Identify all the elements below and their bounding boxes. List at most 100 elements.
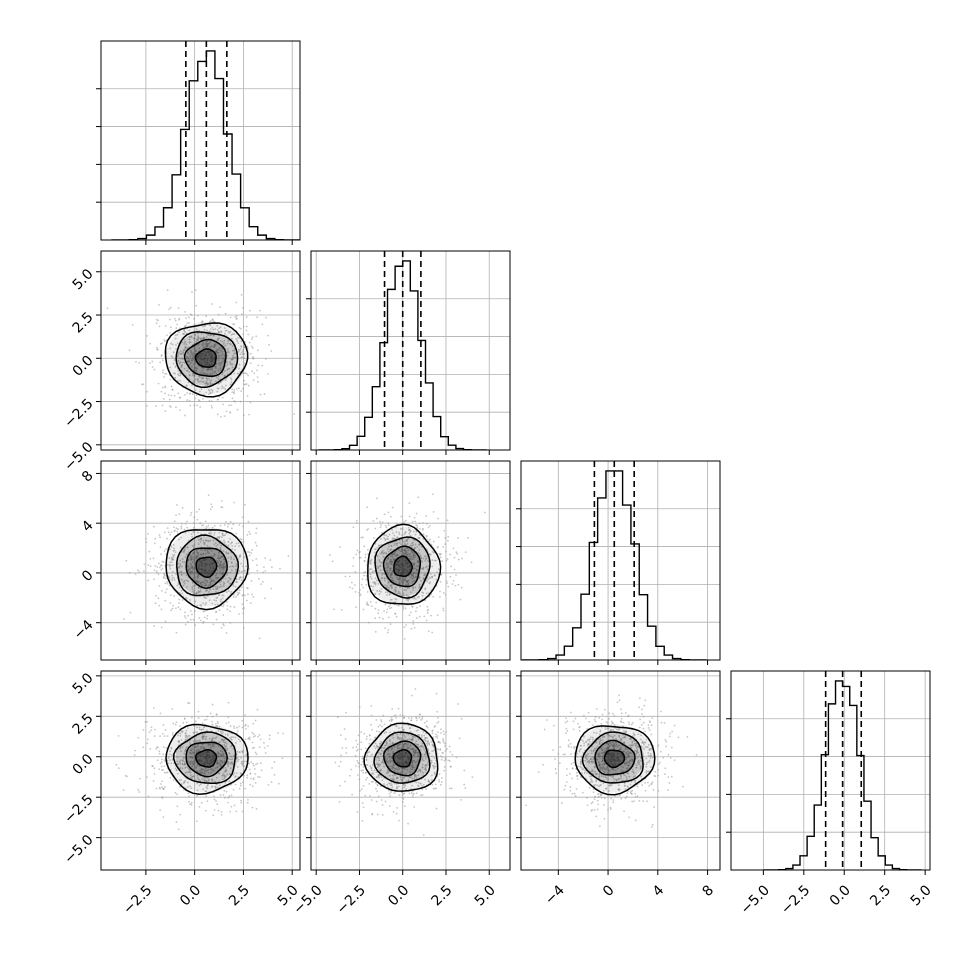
scatter-point (171, 577, 174, 579)
scatter-point (198, 591, 201, 593)
scatter-point (215, 611, 217, 614)
scatter-point (185, 729, 188, 732)
scatter-point (402, 798, 405, 800)
scatter-point (400, 726, 403, 729)
scatter-point (256, 708, 259, 711)
scatter-point (202, 763, 205, 766)
contour-0-3-3 (165, 723, 249, 796)
scatter-point (188, 800, 190, 803)
scatter-point (378, 759, 381, 762)
scatter-point (408, 765, 411, 768)
scatter-point (137, 569, 139, 572)
scatter-point (225, 520, 227, 523)
scatter-point (192, 568, 195, 570)
scatter-point (215, 713, 218, 716)
scatter-point (227, 560, 229, 563)
scatter-point (215, 722, 217, 725)
scatter-point (206, 617, 209, 620)
scatter-point (185, 324, 187, 327)
scatter-point (178, 362, 181, 365)
density-level-0-1-0 (196, 349, 217, 368)
scatter-point (235, 301, 238, 304)
scatter-point (406, 547, 409, 550)
scatter-point (211, 406, 213, 409)
scatter-point (358, 591, 361, 594)
scatter-point (380, 749, 383, 752)
scatter-point (176, 756, 179, 759)
scatter-point (414, 533, 417, 536)
scatter-point (394, 597, 397, 600)
scatter-point (418, 543, 421, 546)
scatter-point (220, 755, 222, 758)
scatter-point (183, 393, 186, 396)
scatter-point (237, 572, 240, 575)
scatter-point (441, 751, 444, 754)
scatter-point (229, 605, 232, 608)
scatter-point (409, 530, 412, 532)
scatter-point (394, 588, 397, 591)
scatter-point (618, 760, 621, 762)
scatter-point (635, 766, 638, 769)
scatter-point (175, 343, 177, 346)
scatter-point (457, 537, 459, 539)
scatter-point (406, 738, 409, 741)
scatter-point (438, 773, 441, 775)
scatter-point (637, 755, 640, 758)
scatter-point (243, 556, 246, 559)
scatter-point (364, 794, 367, 797)
scatter-point (221, 555, 224, 558)
scatter-point (200, 572, 203, 575)
scatter-point (160, 590, 163, 592)
scatter-point (137, 736, 140, 739)
scatter-point (371, 764, 374, 767)
scatter-point (201, 753, 204, 756)
scatter-point (460, 798, 462, 801)
scatter-point (439, 553, 442, 556)
scatter-point (408, 792, 411, 795)
density-level-1-3-0 (393, 749, 412, 767)
scatter-point (222, 594, 225, 597)
scatter-point (405, 553, 408, 556)
scatter-point (190, 752, 193, 755)
scatter-point (386, 547, 389, 550)
scatter-point (185, 745, 188, 748)
scatter-point (198, 400, 201, 402)
scatter-point (174, 334, 177, 337)
scatter-point (200, 760, 203, 762)
scatter-point (401, 755, 403, 758)
xtick-label-0-2: 2.5 (226, 882, 253, 909)
scatter-point (635, 745, 638, 748)
xtick-label-0-1: 0.0 (177, 882, 204, 909)
scatter-point (198, 329, 200, 332)
scatter-point (391, 506, 394, 509)
scatter-point (249, 401, 252, 404)
scatter-point (203, 571, 206, 573)
scatter-point (418, 577, 421, 579)
scatter-point (362, 771, 365, 774)
scatter-point (248, 341, 251, 344)
scatter-point (378, 776, 380, 779)
scatter-point (399, 527, 402, 530)
scatter-point (223, 541, 226, 544)
scatter-point (577, 722, 579, 725)
scatter-point (168, 564, 171, 567)
scatter-point (206, 571, 208, 574)
scatter-point (196, 794, 199, 797)
scatter-point (213, 531, 216, 534)
scatter-point (451, 583, 454, 586)
scatter-point (442, 592, 445, 594)
scatter-point (179, 396, 182, 399)
scatter-point (208, 330, 211, 333)
scatter-point (392, 777, 395, 780)
scatter-point (187, 551, 190, 554)
scatter-point (193, 346, 196, 348)
scatter-point (193, 373, 196, 376)
scatter-point (463, 783, 466, 786)
scatter-point (435, 692, 438, 695)
scatter-point (236, 760, 239, 763)
scatter-point (436, 546, 439, 549)
scatter-point (211, 354, 213, 357)
scatter-point (244, 714, 246, 717)
scatter-point (206, 329, 208, 332)
scatter-point (394, 774, 396, 777)
